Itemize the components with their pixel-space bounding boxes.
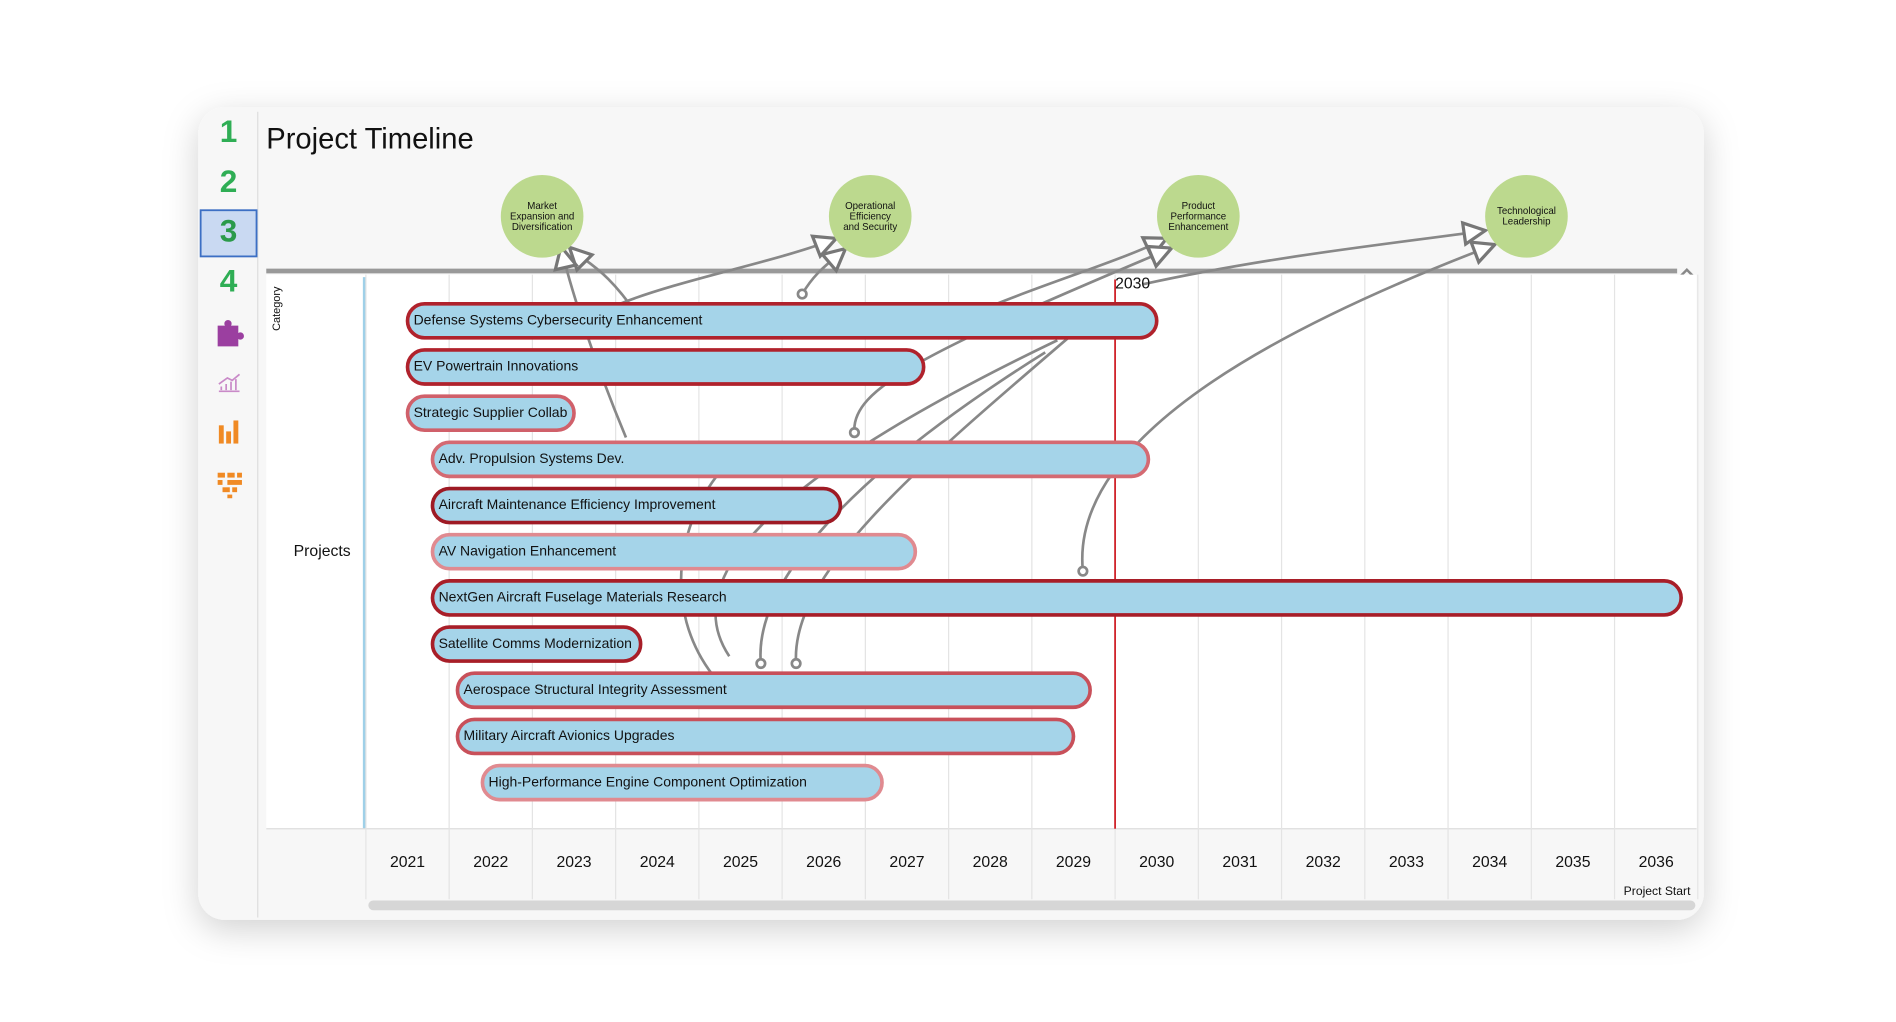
project-label: Defense Systems Cybersecurity Enhancemen… (414, 312, 703, 328)
year-label: 2032 (1306, 854, 1341, 871)
year-label: 2021 (390, 854, 425, 871)
sidebar-icons (217, 320, 244, 499)
year-label: 2023 (556, 854, 591, 871)
goal-label: Product Performance Enhancement (1168, 200, 1228, 232)
trend-icon[interactable] (218, 373, 241, 393)
step-number[interactable]: 3 (220, 213, 238, 249)
project-label: Aircraft Maintenance Efficiency Improvem… (439, 496, 716, 512)
project-bar[interactable] (455, 671, 1092, 710)
project-label: Aerospace Structural Integrity Assessmen… (464, 681, 727, 697)
goal-label: Market Expansion and Diversification (510, 200, 574, 232)
year-label: 2034 (1472, 854, 1507, 871)
puzzle-icon[interactable] (217, 320, 244, 347)
year-label: 2036 (1639, 854, 1674, 871)
bar-icon[interactable] (218, 420, 239, 444)
step-number[interactable]: 1 (220, 113, 238, 149)
project-label: Military Aircraft Avionics Upgrades (464, 727, 675, 743)
year-label: 2030 (1139, 854, 1174, 871)
year-label: 2027 (889, 854, 924, 871)
project-label: Satellite Comms Modernization (439, 635, 632, 651)
project-bar[interactable] (430, 579, 1683, 617)
project-bar[interactable] (480, 763, 884, 802)
goal-node (500, 174, 584, 258)
project-label: Adv. Propulsion Systems Dev. (439, 450, 625, 466)
goal-label: Operational Efficiency and Security (843, 200, 897, 232)
year-label: 2031 (1222, 854, 1257, 871)
year-label: 2022 (473, 854, 508, 871)
category-label: Category (271, 286, 283, 331)
year-label: 2028 (973, 854, 1008, 871)
project-label: AV Navigation Enhancement (439, 542, 617, 558)
axis-note: Project Start (1624, 884, 1691, 898)
project-bar[interactable] (430, 486, 843, 525)
project-label: High-Performance Engine Component Optimi… (489, 773, 807, 789)
project-bar[interactable] (405, 394, 576, 433)
year-label: 2035 (1555, 854, 1590, 871)
year-label: 2024 (640, 854, 675, 871)
project-bar[interactable] (430, 440, 1151, 479)
project-bar[interactable] (405, 301, 1159, 340)
row-label: Projects (294, 543, 351, 560)
active-step (199, 209, 258, 258)
project-label: NextGen Aircraft Fuselage Materials Rese… (439, 589, 727, 605)
scrollbar[interactable] (368, 900, 1696, 911)
page-title: Project Timeline (266, 124, 473, 156)
goal-node (1485, 174, 1568, 258)
marker-label: 2030 (1115, 276, 1150, 293)
project-bar[interactable] (455, 717, 1076, 756)
bars: 2030 Defense Systems Cybersecurity Enhanc… (405, 276, 1683, 829)
project-label: EV Powertrain Innovations (414, 358, 579, 374)
project-bar[interactable] (430, 625, 643, 663)
project-bar[interactable] (430, 532, 918, 571)
year-label: 2033 (1389, 854, 1424, 871)
step-number[interactable]: 2 (220, 163, 238, 199)
goal-node (828, 174, 912, 258)
grid-icon[interactable] (217, 472, 242, 499)
connectors (562, 231, 1493, 682)
year-label: 2025 (723, 854, 758, 871)
step-number[interactable]: 4 (220, 262, 238, 298)
year-label: 2029 (1056, 854, 1091, 871)
goal-node (1157, 174, 1240, 258)
project-bar[interactable] (405, 348, 926, 386)
collapse-button[interactable] (1679, 268, 1694, 277)
year-label: 2026 (806, 854, 841, 871)
goal-label: Technological Leadership (1497, 206, 1556, 227)
project-label: Strategic Supplier Collab (414, 404, 568, 420)
